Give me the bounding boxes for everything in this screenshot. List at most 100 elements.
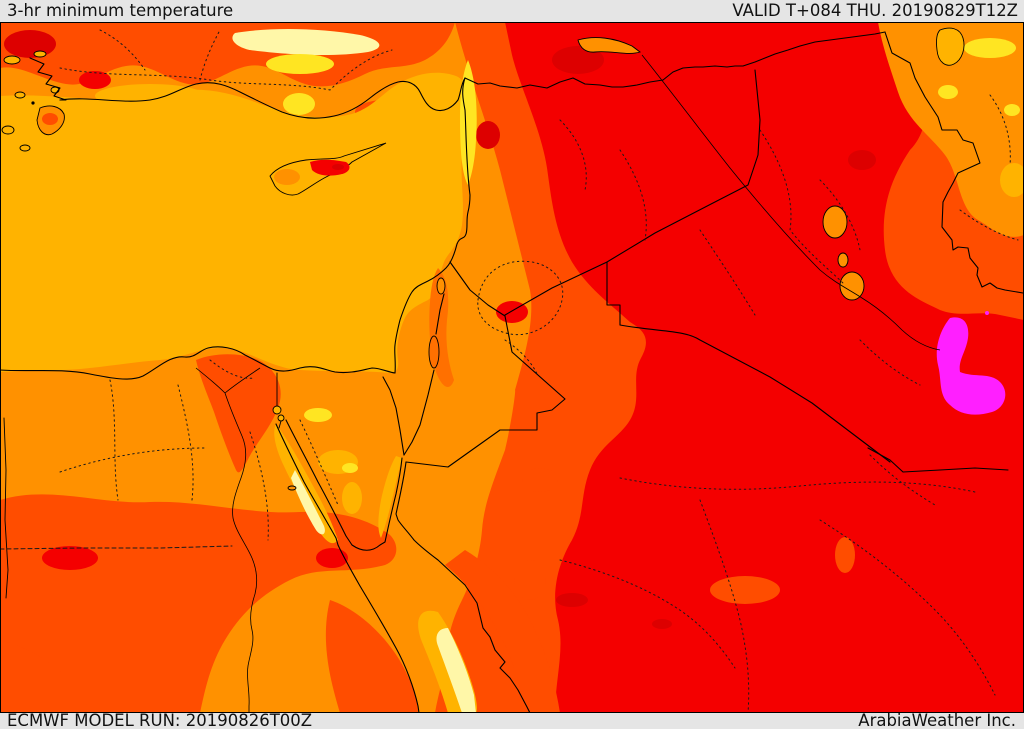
egypt-libya-border (3, 417, 9, 599)
field-ne-amber-patch (1000, 163, 1024, 197)
sea-of-galilee (436, 277, 446, 295)
egypt-med-coast (0, 346, 396, 380)
field-red-core (505, 22, 1024, 713)
admin-egypt (177, 384, 194, 501)
dead-sea (428, 335, 440, 369)
iraq-iran-border (884, 31, 1024, 294)
admin-boundaries (0, 29, 1019, 713)
field-redorange-patch (522, 468, 558, 492)
field-red-spot (4, 30, 56, 58)
field-red-spot (79, 71, 111, 89)
field-mediterranean-amber (0, 72, 467, 373)
page-title: 3-hr minimum temperature (7, 0, 234, 20)
lake-urmia (936, 27, 965, 66)
admin-saudi (619, 477, 976, 493)
valid-time-label: VALID T+084 THU. 20190829T12Z (732, 0, 1018, 20)
lake-razzaza (839, 271, 865, 301)
field-pale-yellow-streak (232, 29, 380, 56)
field-redorange-patch (710, 576, 780, 604)
iraq-saudi-border (619, 324, 891, 463)
sinai-suez-west-shore (275, 423, 339, 546)
syria-iraq-border (504, 69, 761, 316)
field-red-sea-paleyellow (436, 628, 476, 713)
sinai-suez-east-shore (285, 419, 403, 551)
admin-iraq (699, 229, 756, 316)
aqaba-east-shore-saudi-coast (395, 461, 531, 713)
map-canvas (0, 22, 1024, 713)
branding-label: ArabiaWeather Inc. (858, 710, 1016, 729)
field-red-spot (42, 546, 98, 570)
admin-turkey (199, 29, 221, 81)
lake-tharthar (822, 205, 848, 239)
field-levant-yellow-strip (460, 60, 477, 185)
lake-assad (577, 37, 641, 54)
suez-canal (276, 372, 282, 429)
cyprus-red-patch (310, 159, 350, 176)
bitter-lake (272, 405, 282, 415)
field-ne-yellow-patch (964, 38, 1016, 58)
field-ne-yellow-patch (938, 85, 958, 99)
field-yellow-patch (283, 93, 315, 115)
turkey-syria-border (464, 31, 886, 89)
jordan-river-arava-border (403, 293, 445, 456)
field-redsea-west-warm (325, 600, 418, 713)
country-borders (0, 31, 1024, 713)
nile-river (224, 392, 258, 713)
field-darkred-spot (652, 619, 672, 629)
field-egypt-sw-warm (0, 640, 90, 713)
model-run-label: ECMWF MODEL RUN: 20190826T00Z (7, 710, 313, 729)
kuwait-border (867, 447, 1009, 473)
admin-saudi (819, 519, 996, 696)
field-ne-yellow-patch (1004, 104, 1020, 116)
jordan-saudi-border (405, 315, 566, 468)
field-gulf-of-suez-paleyellow (291, 470, 325, 535)
persian-gulf-magenta-dot (985, 311, 989, 315)
header-bar: 3-hr minimum temperature VALID T+084 THU… (0, 0, 1024, 22)
lakes (272, 27, 965, 422)
field-darkred-spot (476, 121, 500, 149)
admin-egypt (109, 379, 119, 501)
admin-iraq (759, 129, 846, 286)
admin-saudi (869, 454, 936, 506)
redsea-egypt-coast (337, 544, 420, 713)
admin-saudi (699, 499, 750, 713)
admin-syria (559, 119, 587, 191)
island-detail (31, 101, 350, 185)
nile-delta-branch-east (224, 367, 261, 394)
rhodes-warm-spot (42, 113, 58, 125)
admin-egypt (59, 447, 206, 473)
field-darkred-spot (552, 46, 604, 74)
nile-delta-branch-west (195, 367, 226, 394)
admin-turkey (99, 29, 146, 71)
admin-saudi (559, 559, 736, 669)
city-marker-dot (31, 101, 35, 105)
greek-island (19, 144, 31, 152)
jordan-syria-border (449, 261, 506, 317)
admin-iraq (859, 339, 921, 386)
admin-iraq (819, 179, 861, 251)
admin-turkey (59, 49, 393, 91)
jordan-iraq-stair-border (606, 261, 621, 326)
aegean-coast (29, 57, 67, 101)
field-yellow-patch (266, 54, 334, 74)
persian-gulf-magenta-hotspot (936, 317, 1006, 415)
admin-jordan (504, 339, 539, 377)
admin-sinai (299, 419, 339, 506)
field-egypt-south-warm (0, 494, 397, 713)
field-darkred-spot (848, 150, 876, 170)
field-redorange-patch (835, 537, 855, 573)
egypt-sudan-border (0, 545, 233, 550)
tiran-island (287, 485, 297, 491)
field-red-spot (316, 548, 348, 568)
cyprus-orange-patch (274, 169, 300, 185)
lake-habbaniyah (837, 252, 849, 268)
field-sinai-amber (342, 482, 362, 514)
field-redsea-east-warm (445, 550, 560, 713)
greek-island (33, 50, 47, 58)
admin-syria-loop (477, 260, 564, 336)
admin-egypt (209, 359, 256, 379)
field-yellow-patch (304, 408, 332, 422)
temperature-field (0, 22, 1024, 713)
field-sinai-yellow (342, 463, 358, 473)
